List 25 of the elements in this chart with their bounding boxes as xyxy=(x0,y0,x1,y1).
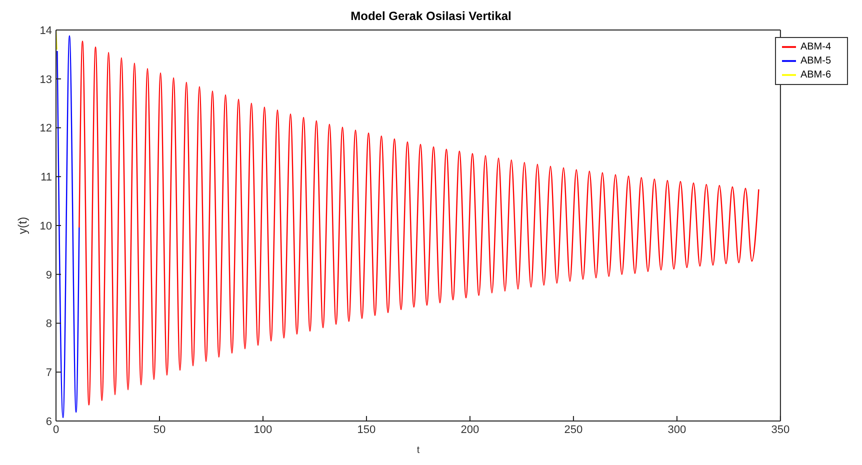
y-tick-label: 11 xyxy=(40,172,52,184)
x-tick-label: 350 xyxy=(771,424,790,436)
x-tick-label: 150 xyxy=(357,424,376,436)
y-tick-label: 13 xyxy=(40,74,52,86)
x-tick-label: 200 xyxy=(460,424,480,436)
y-tick-label: 14 xyxy=(40,24,52,37)
y-tick-label: 7 xyxy=(46,367,52,380)
y-axis-title: y(t) xyxy=(15,216,30,234)
chart-title: Model Gerak Osilasi Vertikal xyxy=(350,8,512,25)
y-tick-label: 6 xyxy=(46,416,52,428)
y-tick-label: 10 xyxy=(40,220,52,232)
line-series xyxy=(56,35,80,418)
y-tick-label: 9 xyxy=(46,269,52,282)
line-series xyxy=(78,40,760,406)
x-tick-label: 0 xyxy=(52,424,60,436)
legend-label: ABM-4 xyxy=(800,42,831,53)
x-tick-label: 50 xyxy=(153,424,166,436)
x-tick-label: 100 xyxy=(254,424,272,436)
x-axis-title: t xyxy=(416,445,420,456)
y-tick-label: 12 xyxy=(40,122,52,135)
legend-label: ABM-6 xyxy=(800,70,831,81)
legend-label: ABM-5 xyxy=(800,56,831,67)
x-tick-label: 300 xyxy=(668,424,686,436)
x-tick-label: 250 xyxy=(564,424,583,436)
y-tick-label: 8 xyxy=(46,318,52,330)
